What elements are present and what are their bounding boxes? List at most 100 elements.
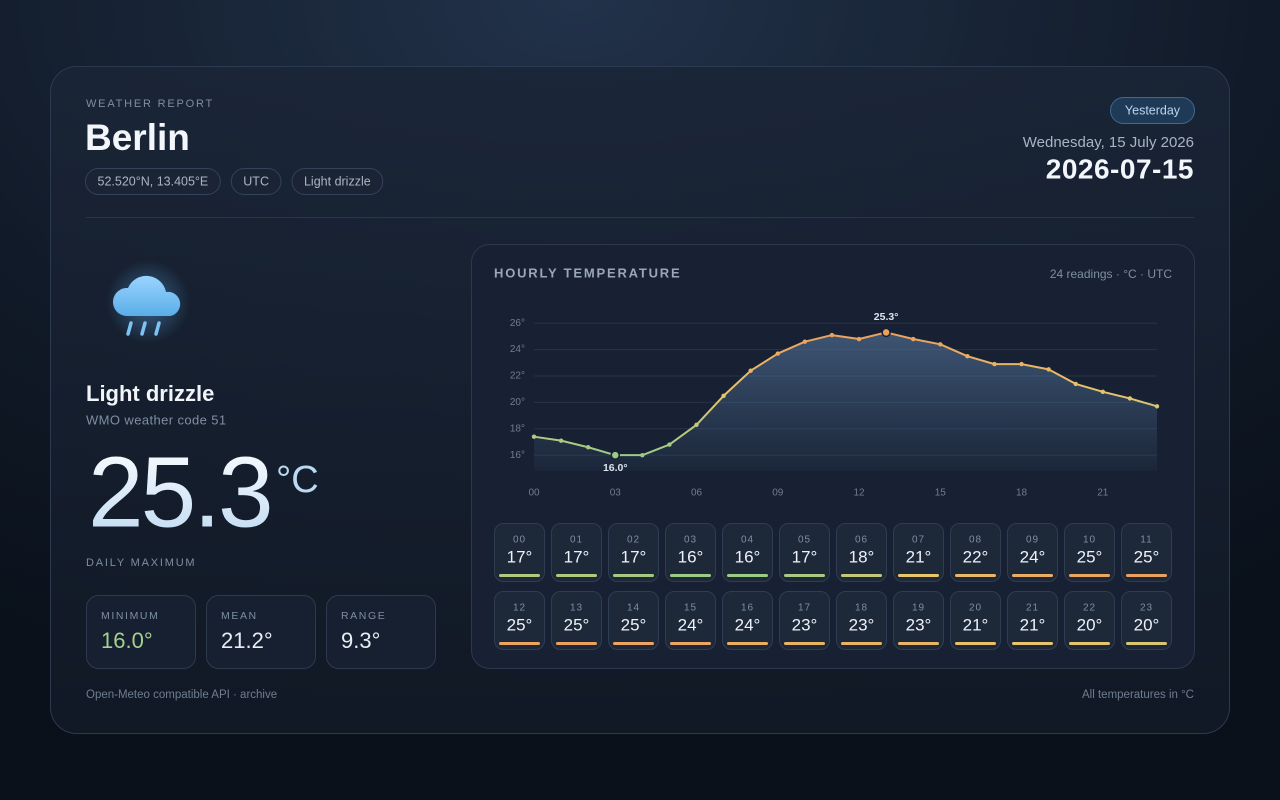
hour-label: 01 bbox=[570, 535, 583, 546]
max-caption: DAILY MAXIMUM bbox=[86, 557, 196, 569]
point bbox=[911, 336, 916, 342]
condition: Light drizzle bbox=[86, 381, 214, 406]
temperature-bar bbox=[670, 574, 711, 577]
x-tick-label: 21 bbox=[1097, 488, 1109, 499]
y-tick-label: 22° bbox=[510, 371, 525, 382]
point bbox=[965, 353, 970, 359]
extreme-point bbox=[610, 450, 621, 460]
point bbox=[558, 438, 564, 443]
point bbox=[1154, 404, 1160, 409]
hour-tile bbox=[665, 523, 716, 582]
stat-value: 9.3° bbox=[341, 628, 380, 653]
temperature-bar bbox=[1126, 574, 1167, 577]
stat-label: MEAN bbox=[221, 610, 258, 622]
temperature-bar bbox=[841, 642, 882, 645]
stat-label: RANGE bbox=[341, 610, 386, 622]
hour-label: 00 bbox=[513, 535, 526, 546]
hour-temperature: 24° bbox=[1020, 547, 1046, 566]
hour-tile bbox=[551, 591, 602, 650]
temperature-bar bbox=[499, 574, 540, 577]
hour-tile bbox=[779, 591, 830, 650]
hour-temperature: 24° bbox=[735, 615, 761, 634]
x-tick-label: 15 bbox=[935, 488, 947, 499]
point bbox=[992, 361, 997, 367]
hour-temperature: 25° bbox=[507, 615, 533, 634]
point bbox=[640, 452, 645, 458]
hour-label: 22 bbox=[1083, 603, 1096, 614]
hour-label: 13 bbox=[570, 603, 583, 614]
footer-right: All temperatures in °C bbox=[1082, 689, 1194, 701]
hour-label: 08 bbox=[969, 535, 982, 546]
stat-box bbox=[86, 595, 196, 669]
hour-temperature: 17° bbox=[621, 547, 647, 566]
hour-label: 02 bbox=[627, 535, 640, 546]
hour-label: 20 bbox=[969, 603, 982, 614]
annotation: 16.0° bbox=[603, 462, 628, 474]
hour-label: 12 bbox=[513, 603, 526, 614]
hour-tile bbox=[494, 591, 545, 650]
y-tick-label: 20° bbox=[510, 397, 525, 408]
hour-temperature: 16° bbox=[678, 547, 704, 566]
extreme-point bbox=[881, 327, 891, 338]
temperature-bar bbox=[1126, 642, 1167, 645]
point bbox=[1046, 367, 1051, 372]
point bbox=[1100, 389, 1106, 395]
max-temperature: 25.3 bbox=[88, 436, 271, 548]
chart-title: HOURLY TEMPERATURE bbox=[494, 265, 681, 280]
temperature-bar bbox=[556, 642, 597, 645]
hour-temperature: 25° bbox=[1134, 547, 1160, 566]
hour-temperature: 23° bbox=[849, 615, 875, 634]
hour-label: 03 bbox=[684, 535, 697, 546]
x-tick-label: 06 bbox=[691, 488, 703, 499]
temperature-bar bbox=[613, 574, 654, 577]
badge-background bbox=[1110, 97, 1195, 124]
y-tick-label: 24° bbox=[510, 344, 525, 355]
date-long: Wednesday, 15 July 2026 bbox=[1023, 134, 1194, 151]
stat-label: MINIMUM bbox=[101, 610, 159, 622]
point bbox=[667, 442, 672, 447]
area bbox=[534, 332, 1157, 471]
hour-label: 19 bbox=[912, 603, 925, 614]
annotation: 25.3° bbox=[874, 311, 899, 323]
x-tick-label: 18 bbox=[1016, 488, 1028, 499]
point bbox=[1127, 396, 1133, 401]
temperature-bar bbox=[727, 574, 768, 577]
stat-box bbox=[326, 595, 436, 669]
hour-tile bbox=[893, 591, 944, 650]
point bbox=[748, 368, 753, 373]
y-tick-label: 26° bbox=[510, 318, 525, 329]
hour-tile bbox=[779, 523, 830, 582]
hour-tile bbox=[608, 523, 659, 582]
chips: 52.520°N, 13.405°E UTC Light drizzle bbox=[85, 168, 384, 195]
stats: MINIMUM 16.0° MEAN 21.2° RANGE 9.3° bbox=[86, 595, 436, 669]
eyebrow: WEATHER REPORT bbox=[86, 98, 214, 110]
line bbox=[533, 331, 1158, 457]
temperature-bar bbox=[499, 642, 540, 645]
temperature-bar bbox=[955, 642, 996, 645]
y-tick-label: 16° bbox=[510, 450, 525, 461]
hour-temperature: 17° bbox=[564, 547, 590, 566]
x-tick-label: 12 bbox=[853, 488, 865, 499]
point bbox=[1073, 381, 1078, 387]
max-unit: °C bbox=[276, 459, 319, 501]
hour-tile bbox=[1064, 591, 1115, 650]
point bbox=[856, 336, 862, 342]
hour-temperature: 24° bbox=[678, 615, 704, 634]
temperature-bar bbox=[784, 574, 825, 577]
hour-label: 16 bbox=[741, 603, 754, 614]
hour-tile bbox=[1064, 523, 1115, 582]
x-tick-label: 03 bbox=[610, 488, 622, 499]
hour-label: 06 bbox=[855, 535, 868, 546]
hour-temperature: 17° bbox=[792, 547, 818, 566]
badge: Yesterday bbox=[1125, 103, 1181, 117]
hour-temperature: 25° bbox=[1077, 547, 1103, 566]
temperature-bar bbox=[841, 574, 882, 577]
hour-tile bbox=[836, 523, 887, 582]
x-tick-label: 00 bbox=[528, 488, 540, 499]
hour-temperature: 18° bbox=[849, 547, 875, 566]
hour-label: 17 bbox=[798, 603, 811, 614]
temperature-bar bbox=[955, 574, 996, 577]
hour-tile bbox=[950, 591, 1001, 650]
chip: UTC bbox=[243, 174, 269, 188]
temperature-bar bbox=[1012, 574, 1053, 577]
